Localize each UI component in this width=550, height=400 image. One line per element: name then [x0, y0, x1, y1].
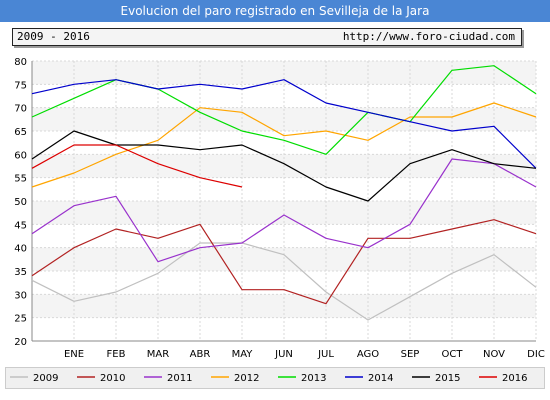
y-tick-label: 60 [14, 150, 27, 161]
x-tick-label: ENE [64, 349, 84, 360]
x-tick-label: MAY [232, 349, 254, 360]
series-line-2012 [31, 102, 537, 188]
y-tick-label: 50 [14, 197, 27, 208]
grid-band [32, 201, 536, 225]
y-tick-label: 55 [14, 174, 27, 185]
x-tick-label: SEP [401, 349, 420, 360]
legend-label-2013: 2013 [301, 373, 326, 384]
x-tick-label: MAR [147, 349, 169, 360]
legend-label-2012: 2012 [234, 373, 259, 384]
legend-label-2015: 2015 [435, 373, 460, 384]
y-tick-label: 75 [14, 80, 27, 91]
series-line-2009 [31, 242, 537, 321]
grid-band [32, 247, 536, 271]
y-tick-label: 80 [14, 57, 27, 68]
period-label: 2009 - 2016 [17, 30, 90, 43]
legend-label-2011: 2011 [167, 373, 192, 384]
y-tick-label: 65 [14, 127, 27, 138]
source-url[interactable]: http://www.foro-ciudad.com [342, 30, 515, 43]
x-tick-label: OCT [442, 349, 464, 360]
series-line-2014 [31, 79, 537, 169]
legend-label-2010: 2010 [100, 373, 125, 384]
series-line-2011 [31, 158, 537, 263]
y-tick-label: 45 [14, 220, 27, 231]
grid-band [32, 107, 536, 131]
y-tick-label: 30 [14, 290, 27, 301]
x-tick-label: JUN [274, 349, 293, 360]
x-tick-label: NOV [483, 349, 505, 360]
y-tick-label: 35 [14, 267, 27, 278]
legend-label-2016: 2016 [502, 373, 527, 384]
legend-label-2009: 2009 [33, 373, 58, 384]
x-tick-label: AGO [357, 349, 379, 360]
legend-box [5, 367, 545, 389]
x-tick-label: DIC [527, 349, 545, 360]
series-line-2010 [31, 219, 537, 305]
series-line-2016 [31, 144, 243, 188]
info-bar: 2009 - 2016 http://www.foro-ciudad.com [12, 28, 522, 46]
x-tick-label: ABR [190, 349, 211, 360]
y-tick-label: 20 [14, 337, 27, 348]
chart-title: Evolucion del paro registrado en Seville… [0, 0, 550, 22]
x-tick-label: JUL [317, 349, 334, 360]
y-tick-label: 70 [14, 104, 27, 115]
y-tick-label: 40 [14, 244, 27, 255]
y-tick-label: 25 [14, 314, 27, 325]
legend-label-2014: 2014 [368, 373, 393, 384]
x-tick-label: FEB [107, 349, 126, 360]
